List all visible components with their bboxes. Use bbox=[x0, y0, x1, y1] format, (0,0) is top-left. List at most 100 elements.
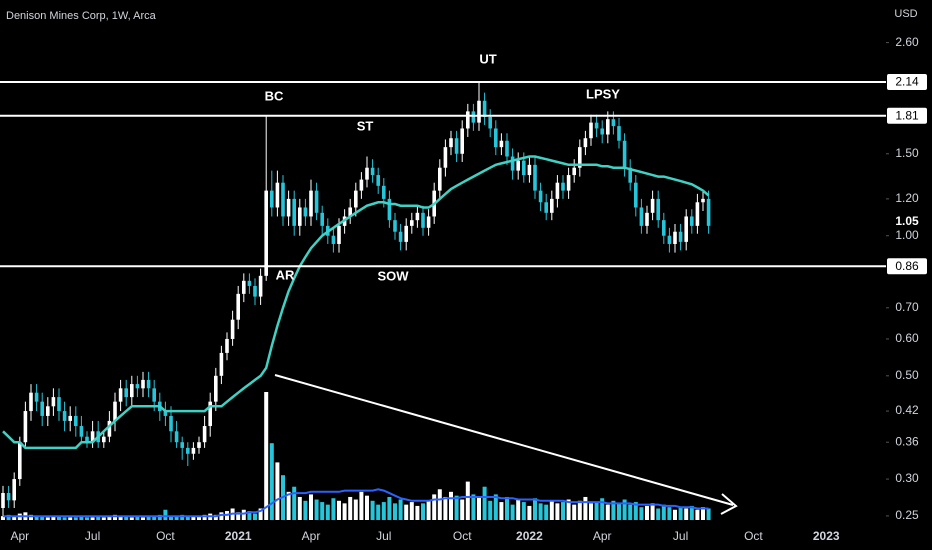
candle-body bbox=[90, 431, 95, 443]
candle-body bbox=[113, 401, 117, 421]
candle-body bbox=[46, 406, 50, 416]
x-tick-label: 2021 bbox=[225, 529, 252, 543]
volume-bar bbox=[68, 517, 73, 520]
chart-title: Denison Mines Corp, 1W, Arca bbox=[6, 10, 157, 22]
last-price-label: 1.05 bbox=[895, 214, 919, 228]
candle-body bbox=[426, 216, 431, 228]
volume-bar bbox=[219, 512, 224, 520]
y-tick-label: 1.00 bbox=[895, 228, 919, 242]
candle-body bbox=[51, 397, 56, 407]
volume-bar bbox=[197, 516, 201, 520]
volume-bar bbox=[605, 504, 610, 520]
candle-body bbox=[505, 140, 509, 157]
candle-body bbox=[74, 415, 78, 427]
volume-bar bbox=[258, 508, 263, 520]
candle-body bbox=[645, 212, 649, 226]
volume-bar bbox=[34, 516, 39, 520]
y-tick-label: 0.25 bbox=[895, 508, 919, 522]
candle-body bbox=[281, 182, 285, 217]
candle-body bbox=[135, 384, 140, 389]
candle-body bbox=[471, 111, 476, 123]
candle-body bbox=[12, 479, 16, 501]
candle-body bbox=[701, 198, 705, 203]
volume-bar bbox=[348, 496, 353, 520]
volume-bar bbox=[449, 491, 453, 520]
candle-body bbox=[482, 100, 487, 117]
candle-body bbox=[68, 415, 72, 421]
volume-bar bbox=[454, 495, 459, 520]
x-tick-label: Apr bbox=[593, 529, 612, 543]
level-label: 2.14 bbox=[895, 75, 919, 89]
candle-body bbox=[572, 167, 576, 176]
volume-bar bbox=[421, 503, 425, 520]
x-tick-label: Apr bbox=[10, 529, 29, 543]
volume-bar bbox=[236, 512, 241, 520]
candle-body bbox=[443, 147, 448, 168]
candle-body bbox=[247, 280, 252, 286]
candle-body bbox=[376, 175, 380, 186]
volume-bar bbox=[202, 514, 207, 520]
x-tick-label: Jul bbox=[376, 529, 391, 543]
volume-bar bbox=[124, 516, 129, 520]
volume-bar bbox=[538, 503, 543, 520]
volume-bar bbox=[79, 516, 84, 520]
candle-body bbox=[387, 198, 392, 221]
y-tick-label: 0.36 bbox=[895, 434, 919, 448]
candle-body bbox=[706, 198, 711, 226]
volume-bar bbox=[107, 516, 112, 520]
candle-body bbox=[606, 119, 610, 135]
volume-bar bbox=[241, 509, 246, 520]
candle-body bbox=[236, 293, 240, 320]
candle-body bbox=[382, 185, 386, 199]
candle-body bbox=[62, 411, 67, 421]
candle-body bbox=[359, 179, 364, 191]
candle-body bbox=[275, 182, 280, 208]
candle-body bbox=[214, 375, 218, 402]
candle-body bbox=[118, 388, 123, 402]
trend-line bbox=[274, 374, 734, 506]
volume-bar bbox=[628, 504, 633, 520]
volume-bar bbox=[45, 517, 50, 520]
y-tick-label: 0.60 bbox=[895, 331, 919, 345]
candle-body bbox=[18, 442, 22, 480]
volume-bar bbox=[633, 502, 638, 520]
volume-bar bbox=[701, 507, 705, 520]
volume-bar bbox=[393, 503, 397, 520]
annotation: SOW bbox=[377, 268, 409, 283]
candle-body bbox=[393, 220, 397, 232]
volume-bar bbox=[656, 508, 661, 520]
volume-bar bbox=[247, 511, 252, 520]
candle-body bbox=[309, 190, 313, 217]
volume-bar bbox=[566, 499, 571, 520]
candle-body bbox=[130, 384, 134, 398]
candle-body bbox=[611, 119, 616, 127]
candle-body bbox=[57, 397, 61, 412]
candle-body bbox=[415, 212, 420, 221]
candle-body bbox=[617, 126, 621, 141]
candle-body bbox=[662, 220, 666, 236]
volume-bar bbox=[129, 517, 134, 520]
volume-bar bbox=[185, 516, 190, 520]
volume-bar bbox=[141, 517, 145, 520]
plot: 2.60 1.50 1.20 1.00 0.70 0.60 0.50 0.42 0.36 0.30… bbox=[1, 35, 919, 543]
candle-body bbox=[298, 207, 302, 226]
candle-body bbox=[23, 411, 28, 443]
volume-bar bbox=[365, 495, 369, 520]
x-tick-label: Oct bbox=[453, 529, 472, 543]
candle-body bbox=[292, 198, 296, 226]
candle-body bbox=[656, 198, 660, 221]
volume-bar bbox=[325, 504, 330, 520]
volume-bar bbox=[146, 516, 151, 520]
volume-bar bbox=[689, 505, 694, 520]
x-tick-label: Oct bbox=[744, 529, 763, 543]
volume-bar bbox=[611, 500, 616, 520]
volume-bar bbox=[544, 504, 549, 520]
candle-body bbox=[365, 167, 369, 180]
volume-bar bbox=[253, 513, 257, 520]
level-label-box bbox=[887, 107, 927, 124]
volume-bar bbox=[174, 516, 179, 520]
candle-body bbox=[270, 190, 274, 208]
candle-body bbox=[398, 231, 403, 242]
volume-bar bbox=[684, 508, 689, 520]
